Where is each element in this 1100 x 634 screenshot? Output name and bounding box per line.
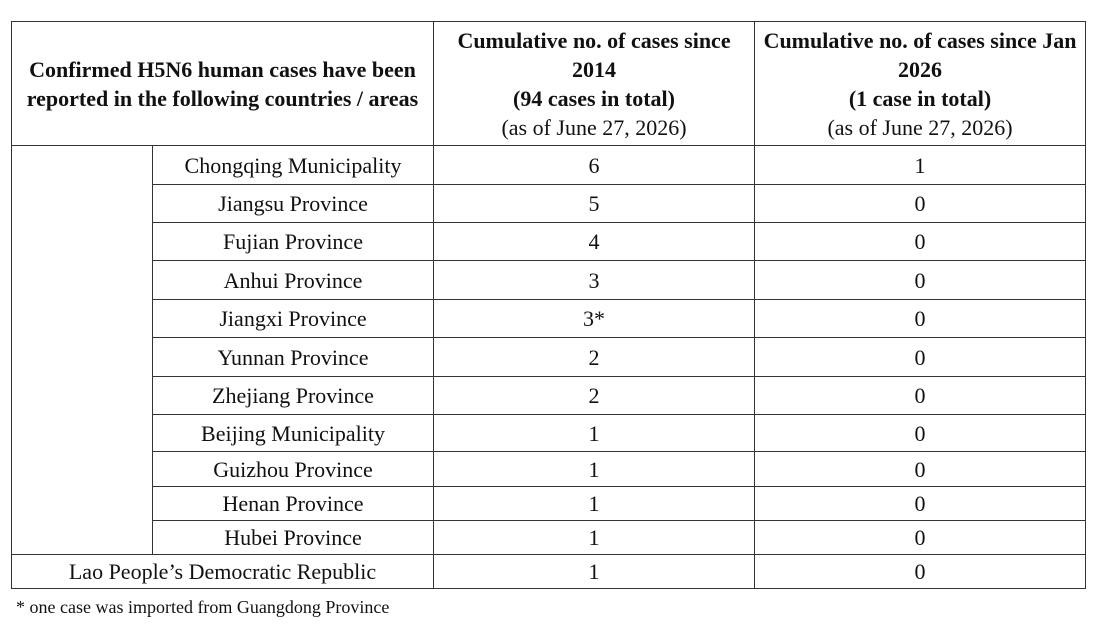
table-row: Lao People’s Democratic Republic 1 0 xyxy=(10,554,1087,589)
cumulative-cell: 6 xyxy=(433,145,756,185)
header-cell: Cumulative no. of cases since 2014 (94 ca… xyxy=(433,21,756,146)
cases-table: Confirmed H5N6 human cases have been rep… xyxy=(10,21,1087,589)
cumulative-cell: 1 xyxy=(433,486,756,521)
cumulative-cell: 2 xyxy=(433,337,756,377)
header-title: Cumulative no. of cases since Jan 2026 xyxy=(763,27,1077,82)
table-row: Zhejiang Province 2 0 xyxy=(12,376,1087,415)
table-row: Chongqing Municipality 6 1 xyxy=(11,145,1087,555)
table-body: Chongqing Municipality 6 1 Jiangsu Province… xyxy=(10,145,1087,589)
since-jan-cell: 0 xyxy=(754,184,1087,223)
area-cell: Guizhou Province xyxy=(151,451,435,487)
cumulative-cell: 1 xyxy=(433,554,756,589)
table-row: Jiangsu Province 5 0 xyxy=(12,184,1087,223)
header-row: Confirmed H5N6 human cases have been rep… xyxy=(10,21,1087,146)
cumulative-cell: 3* xyxy=(433,299,756,338)
cumulative-cell: 1 xyxy=(433,520,756,555)
table-row: Henan Province 1 0 xyxy=(12,486,1087,521)
cumulative-cell: 5 xyxy=(433,184,756,223)
table-row: Guizhou Province 1 0 xyxy=(12,451,1087,487)
since-jan-cell: 0 xyxy=(754,222,1087,261)
header-total: (1 case in total) xyxy=(848,85,992,111)
area-cell: Anhui Province xyxy=(151,260,435,300)
cumulative-cell: 1 xyxy=(433,451,756,487)
area-cell: Chongqing Municipality xyxy=(151,145,435,185)
area-cell: Jiangsu Province xyxy=(151,184,435,223)
header-total: (94 cases in total) xyxy=(513,85,675,111)
since-jan-cell: 0 xyxy=(754,337,1087,377)
table-row: Jiangxi Province 3* 0 xyxy=(12,299,1087,338)
cumulative-cell: 1 xyxy=(433,414,756,452)
since-jan-cell: 0 xyxy=(754,554,1087,589)
since-jan-cell: 1 xyxy=(754,145,1087,185)
since-jan-cell: 0 xyxy=(754,260,1087,300)
area-cell: Yunnan Province xyxy=(151,337,435,377)
table-row: Fujian Province 4 0 xyxy=(12,222,1087,261)
header-cell: Cumulative no. of cases since Jan 2026 (1… xyxy=(754,21,1087,146)
since-jan-cell: 0 xyxy=(754,299,1087,338)
area-cell: Hubei Province xyxy=(151,520,435,555)
table-row: Anhui Province 3 0 xyxy=(12,260,1087,300)
cumulative-cell: 2 xyxy=(433,376,756,415)
since-jan-cell: 0 xyxy=(754,414,1087,452)
since-jan-cell: 0 xyxy=(754,486,1087,521)
area-cell: Zhejiang Province xyxy=(151,376,435,415)
area-cell: Henan Province xyxy=(151,486,435,521)
header-text: Confirmed H5N6 human cases have been rep… xyxy=(26,56,419,111)
group-cell xyxy=(11,145,153,555)
cumulative-cell: 3 xyxy=(433,260,756,300)
table-row: Yunnan Province 2 0 xyxy=(12,337,1087,377)
area-cell: Lao People’s Democratic Republic xyxy=(10,554,435,589)
area-cell: Beijing Municipality xyxy=(151,414,435,452)
since-jan-cell: 0 xyxy=(754,376,1087,415)
cumulative-cell: 4 xyxy=(433,222,756,261)
since-jan-cell: 0 xyxy=(754,451,1087,487)
since-jan-cell: 0 xyxy=(754,520,1087,555)
table-row: Beijing Municipality 1 0 xyxy=(12,414,1087,452)
header-cell: Confirmed H5N6 human cases have been rep… xyxy=(10,21,435,146)
header-title: Cumulative no. of cases since 2014 xyxy=(457,27,731,82)
header-as-of: (as of June 27, 2026) xyxy=(501,114,687,140)
area-cell: Jiangxi Province xyxy=(151,299,435,338)
table-row: Hubei Province 1 0 xyxy=(12,520,1087,555)
area-cell: Fujian Province xyxy=(151,222,435,261)
footnote: * one case was imported from Guangdong P… xyxy=(16,597,390,617)
header-as-of: (as of June 27, 2026) xyxy=(827,114,1013,140)
